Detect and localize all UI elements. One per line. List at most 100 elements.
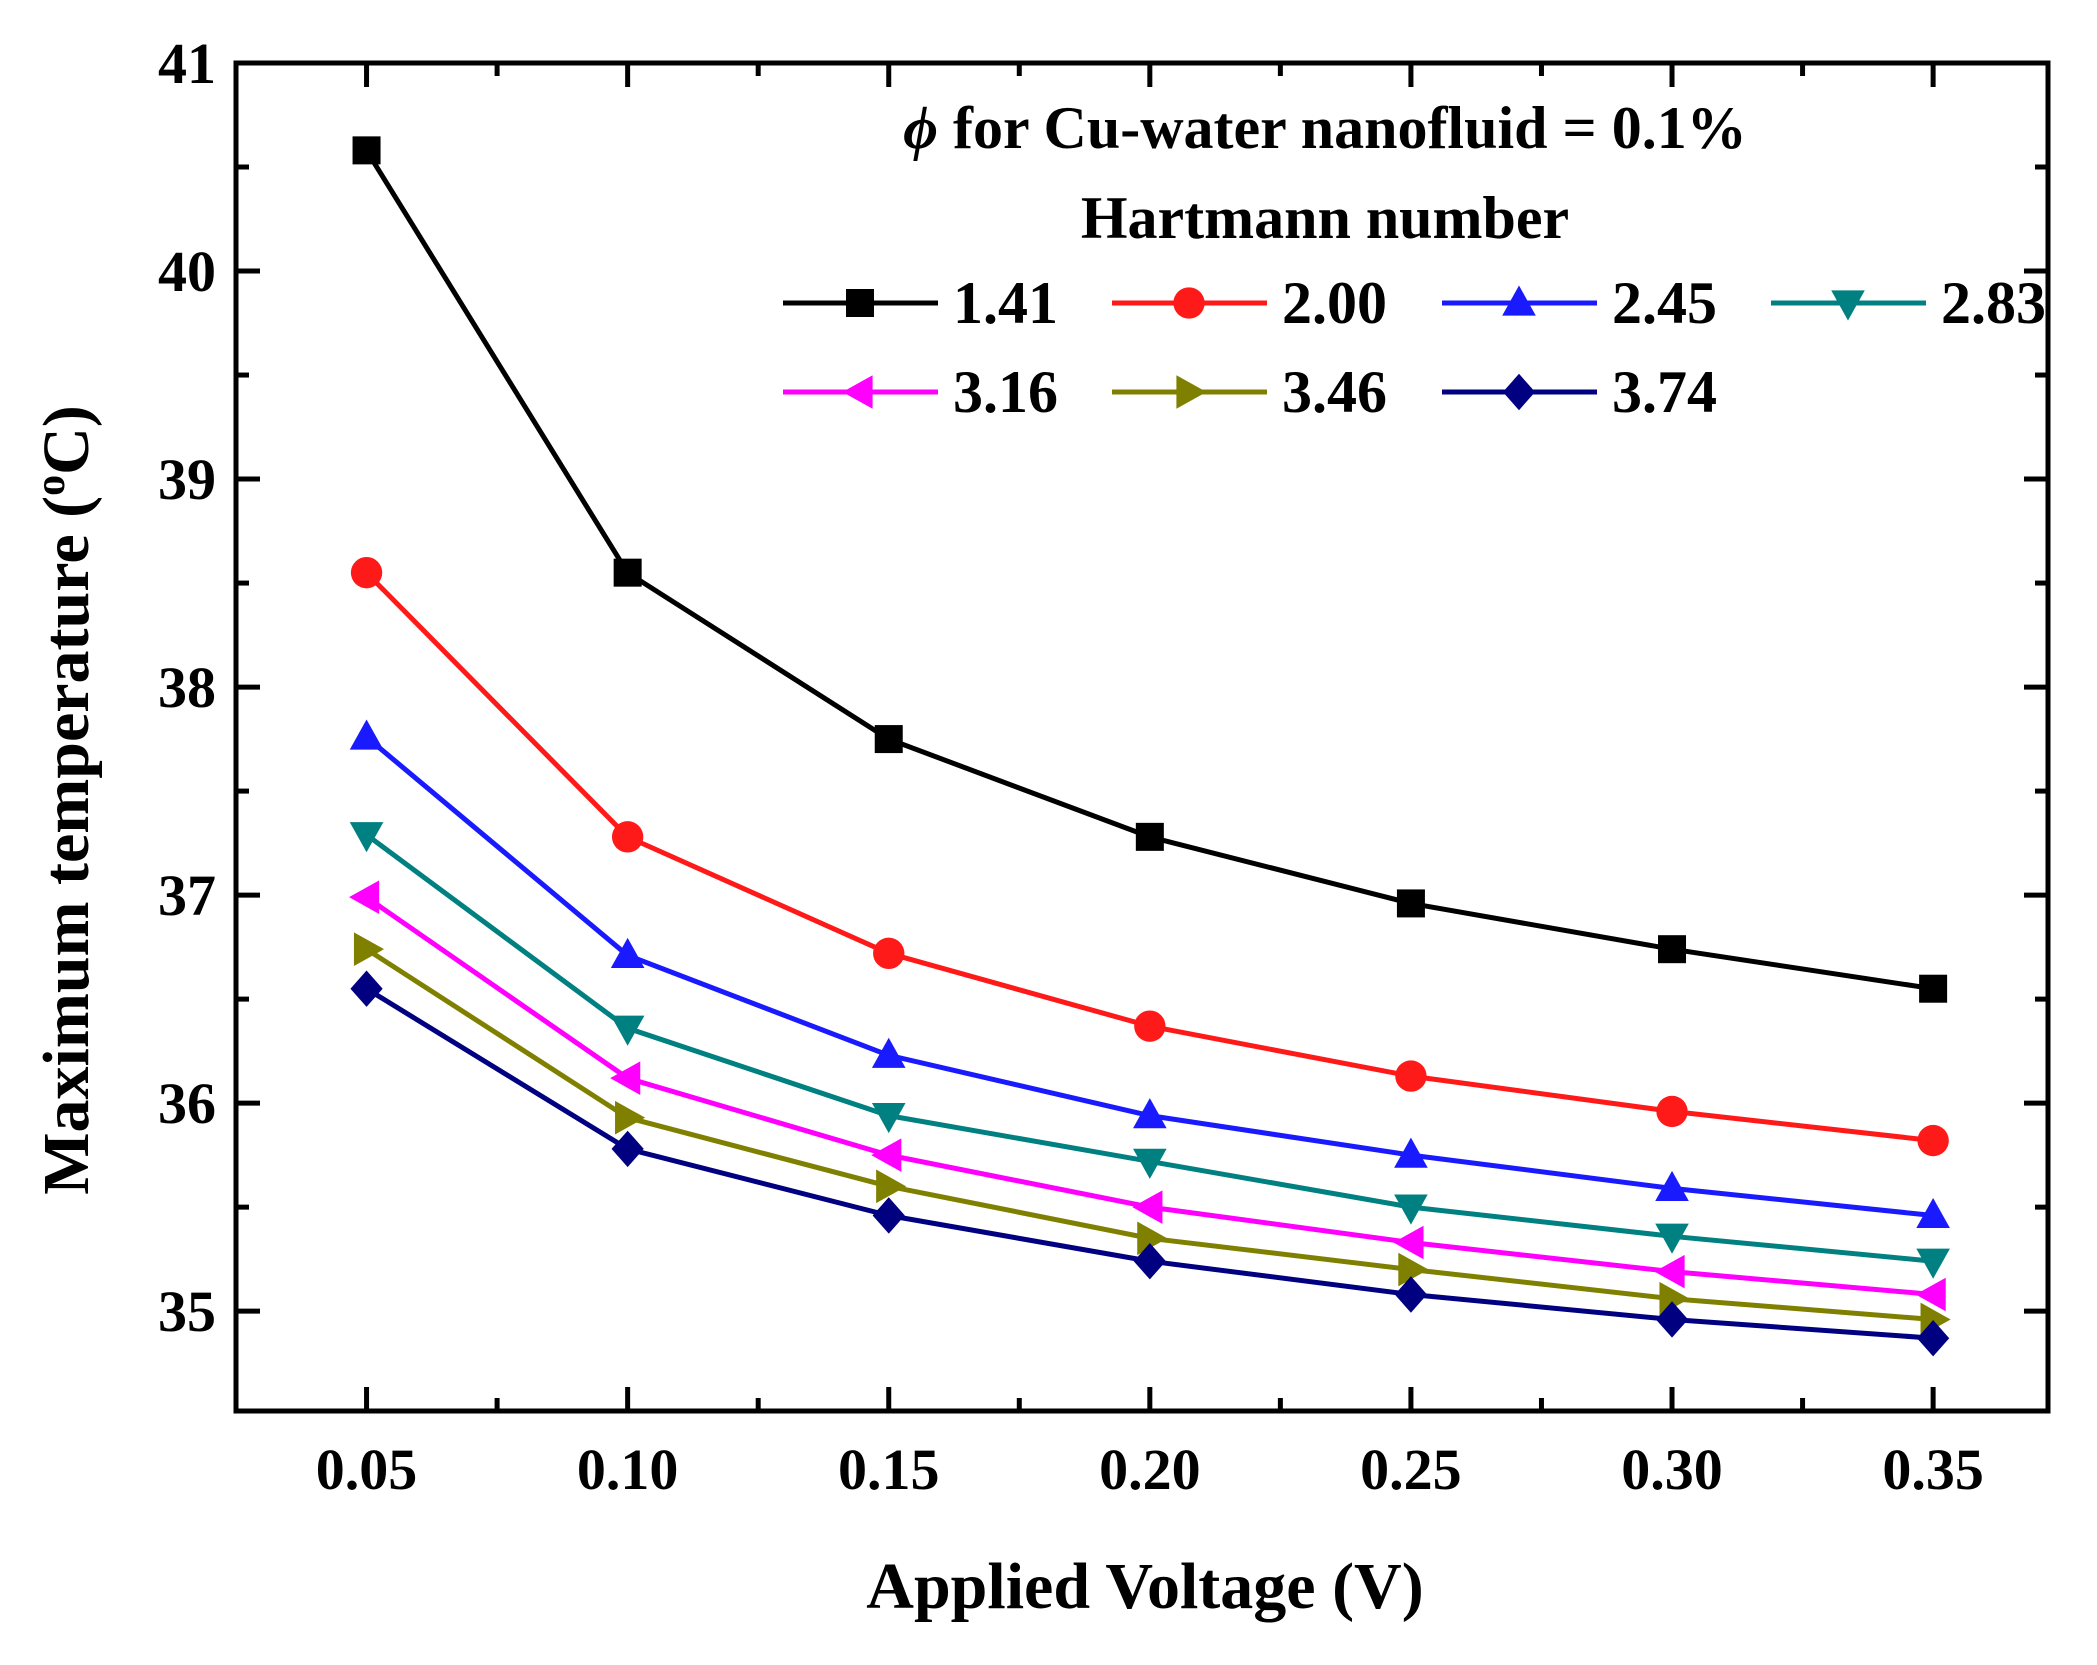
legend-item-3-46: 3.46	[1112, 359, 1387, 425]
x-tick-label: 0.30	[1621, 1437, 1723, 1502]
series-line	[365, 832, 1934, 1264]
y-axis-title: Maximum temperature (oC)	[28, 405, 103, 1195]
data-point	[1919, 974, 1948, 1003]
data-point	[1656, 1095, 1688, 1128]
data-point	[1395, 1060, 1427, 1092]
series-line	[364, 570, 1934, 1144]
y-tick-label: 41	[158, 31, 216, 96]
data-point	[350, 556, 383, 589]
legend-title-line2: Hartmann number	[1081, 185, 1569, 251]
y-axis-title-superscript: o	[28, 475, 74, 496]
data-point	[1916, 1248, 1950, 1279]
series-2-00	[350, 556, 1949, 1157]
data-point	[1396, 889, 1425, 918]
data-point	[610, 937, 645, 969]
legend-label: 2.83	[1941, 270, 2046, 336]
data-point	[873, 937, 905, 970]
data-point	[353, 932, 385, 966]
data-point	[871, 1138, 902, 1172]
x-tick-label: 0.15	[838, 1437, 940, 1502]
data-point	[1915, 1277, 1946, 1312]
data-point	[1502, 285, 1536, 316]
data-point	[1132, 1190, 1163, 1224]
data-point	[352, 136, 381, 165]
series-3-16	[349, 880, 1946, 1312]
x-axis-title: Applied Voltage (V)	[866, 1550, 1423, 1623]
data-point	[1137, 1221, 1168, 1256]
y-tick-label: 35	[158, 1279, 216, 1344]
legend: ϕ for Cu-water nanofluid = 0.1% Hartmann…	[783, 95, 2046, 425]
y-tick-label: 40	[158, 239, 216, 304]
data-point	[871, 1037, 906, 1068]
legend-item-2-00: 2.00	[1112, 270, 1387, 336]
legend-item-1-41: 1.41	[783, 270, 1058, 336]
data-point	[1394, 1276, 1428, 1313]
plot-area	[349, 136, 1951, 1357]
data-point	[842, 375, 873, 409]
series-2-45	[349, 719, 1950, 1229]
data-point	[349, 719, 384, 750]
data-point	[876, 1169, 907, 1204]
data-point	[349, 822, 384, 853]
data-point	[1133, 1243, 1166, 1280]
data-point	[874, 725, 903, 754]
data-point	[613, 558, 642, 587]
data-point	[1655, 1223, 1689, 1254]
legend-item-3-74: 3.74	[1442, 359, 1717, 425]
legend-label: 3.74	[1612, 359, 1717, 425]
data-point	[350, 970, 383, 1007]
x-tick-label: 0.10	[577, 1437, 679, 1502]
legend-item-3-16: 3.16	[783, 359, 1058, 425]
data-point	[1133, 1148, 1167, 1179]
legend-label: 3.46	[1282, 359, 1387, 425]
y-axis-title-main: Maximum temperature (	[30, 496, 103, 1195]
legend-label: 1.41	[953, 270, 1058, 336]
series-3-46	[353, 932, 1951, 1337]
data-point	[1398, 1252, 1429, 1287]
data-point	[846, 289, 874, 317]
data-point	[349, 880, 380, 914]
data-point	[1393, 1225, 1424, 1260]
data-point	[1135, 822, 1164, 851]
plot-frame	[233, 60, 2051, 1414]
data-point	[1654, 1254, 1685, 1289]
data-point	[1133, 1098, 1167, 1129]
data-point	[1502, 373, 1536, 411]
y-tick-label: 38	[158, 655, 216, 720]
data-point	[611, 821, 644, 853]
legend-title-line1: ϕ for Cu-water nanofluid = 0.1%	[903, 95, 1746, 161]
data-point	[611, 1130, 644, 1168]
data-point	[1916, 1197, 1950, 1229]
data-point	[1658, 935, 1687, 964]
y-tick-label: 37	[158, 863, 216, 928]
axes: 35 36 37 38 39 40 41 0.05 0.10 0.15 0.20 0.25 0.30 0.…	[158, 31, 2051, 1502]
legend-label: 2.00	[1282, 270, 1387, 336]
y-tick-label: 39	[158, 447, 216, 512]
legend-title-text: for Cu-water nanofluid = 0.1%	[938, 95, 1747, 161]
series-3-74	[350, 970, 1950, 1357]
data-point	[1917, 1319, 1950, 1357]
legend-item-2-83: 2.83	[1771, 270, 2046, 336]
x-tick-label: 0.35	[1882, 1437, 1984, 1502]
y-axis-title-end: C)	[30, 405, 103, 475]
data-point	[610, 1015, 645, 1046]
data-point	[1831, 290, 1865, 321]
phi-symbol: ϕ	[903, 95, 938, 161]
data-point	[1394, 1194, 1428, 1225]
data-point	[872, 1197, 905, 1234]
data-point	[1394, 1137, 1428, 1168]
series-2-83	[349, 822, 1950, 1279]
data-point	[871, 1103, 906, 1134]
data-point	[1134, 1010, 1166, 1042]
x-tick-label: 0.20	[1099, 1437, 1201, 1502]
data-point	[1176, 375, 1207, 409]
legend-items: 1.41 2.00 2.45 2.83 3.16 3.46 3.74	[783, 270, 2046, 425]
x-tick-label: 0.05	[316, 1437, 418, 1502]
data-point	[1655, 1301, 1689, 1338]
data-point	[1655, 1170, 1689, 1202]
data-point	[1173, 287, 1205, 319]
x-tick-label: 0.25	[1360, 1437, 1462, 1502]
legend-label: 2.45	[1612, 270, 1717, 336]
data-point	[1917, 1124, 1949, 1157]
